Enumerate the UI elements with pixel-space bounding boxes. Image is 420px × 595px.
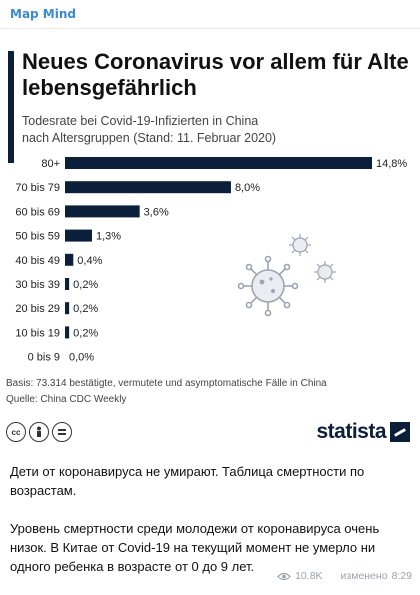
category-label: 60 bis 69: [15, 206, 60, 218]
title-accent-bar: [8, 51, 14, 163]
footnote-source: Quelle: China CDC Weekly: [6, 394, 127, 405]
logo-mark-icon: [390, 422, 410, 442]
small-virus-icon-top: [289, 234, 311, 256]
category-label: 70 bis 79: [15, 182, 60, 194]
person-icon: [29, 422, 49, 442]
bar: [65, 157, 372, 169]
bar-chart: 80+ 14,8% 70 bis 79 8,0% 60 bis 69 3,6% 50 bis…: [15, 157, 407, 364]
view-count: 10.8K: [295, 570, 323, 582]
message-meta: 10.8K изменено 8:29: [277, 570, 412, 582]
channel-name[interactable]: Map Mind: [10, 7, 76, 21]
bar: [65, 326, 70, 339]
bar: [65, 302, 70, 315]
footnote-basis: Basis: 73.314 bestätigte, vermutete und …: [6, 378, 327, 389]
eye-icon: [277, 572, 291, 580]
small-virus-icon-right: [314, 261, 336, 283]
category-label: 80+: [41, 158, 60, 170]
value-label: 0,4%: [77, 255, 102, 267]
cc-icon: cc: [6, 422, 26, 442]
chart-footnote: Basis: 73.314 bestätigte, vermutete und …: [6, 376, 327, 408]
value-label: 0,0%: [69, 352, 94, 364]
infographic-card[interactable]: Neues Coronavirus vor allem für Alte leb…: [0, 28, 420, 455]
value-label: 0,2%: [73, 279, 98, 291]
value-label: 14,8%: [376, 158, 407, 170]
virus-illustration: [237, 234, 336, 317]
bar: [65, 253, 74, 266]
category-label: 20 bis 29: [15, 303, 60, 315]
subtitle-line-1: Todesrate bei Covid-19-Infizierten in Ch…: [22, 114, 259, 128]
statista-logo: statista: [316, 420, 410, 444]
chart-subtitle: Todesrate bei Covid-19-Infizierten in Ch…: [22, 113, 417, 147]
logo-text: statista: [316, 420, 386, 443]
category-label: 0 bis 9: [28, 352, 60, 364]
value-label: 3,6%: [144, 206, 169, 218]
subtitle-line-2: nach Altersgruppen (Stand: 11. Februar 2…: [22, 131, 277, 145]
message-paragraph-1: Дети от коронавируса не умирают. Таблица…: [10, 464, 365, 498]
license-icons: cc: [6, 422, 72, 442]
chart-title: Neues Coronavirus vor allem für Alte leb…: [22, 49, 409, 100]
message-time: 8:29: [391, 570, 412, 582]
bar: [65, 278, 70, 290]
large-virus-icon: [237, 255, 299, 317]
bar: [65, 229, 92, 242]
value-label: 1,3%: [96, 231, 121, 243]
bar: [65, 205, 140, 218]
value-label: 0,2%: [73, 303, 98, 315]
category-label: 10 bis 19: [15, 327, 60, 339]
category-label: 30 bis 39: [15, 279, 60, 291]
equals-icon: [52, 422, 72, 442]
value-label: 0,2%: [73, 327, 98, 339]
edited-label: изменено: [340, 570, 388, 582]
category-label: 50 bis 59: [15, 231, 60, 243]
category-label: 40 bis 49: [15, 255, 60, 267]
value-label: 8,0%: [235, 182, 260, 194]
message-paragraph-2: Уровень смертности среди молодежи от кор…: [10, 521, 380, 574]
bar: [65, 181, 231, 194]
message-text: Дети от коронавируса не умирают. Таблица…: [10, 462, 410, 595]
